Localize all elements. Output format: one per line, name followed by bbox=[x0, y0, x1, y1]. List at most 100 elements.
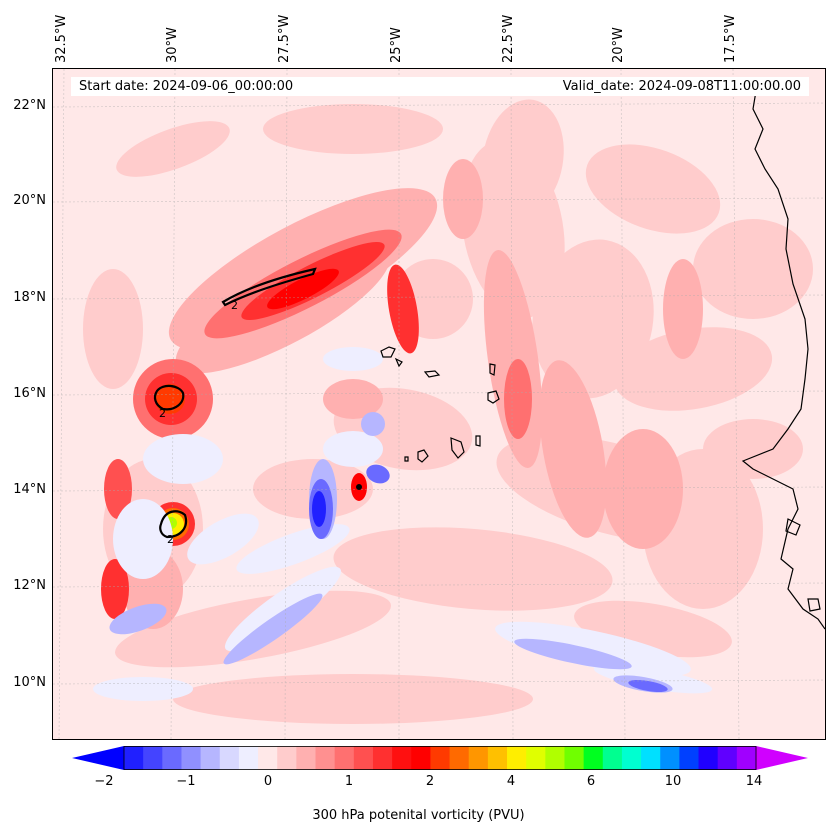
pv-contour-fill bbox=[504, 359, 532, 439]
colorbar-swatch bbox=[392, 746, 412, 770]
island-outline bbox=[423, 370, 441, 378]
contour-labels: 2 2 2 bbox=[159, 299, 238, 546]
colorbar-tick-label: 1 bbox=[344, 774, 354, 789]
colorbar-swatch bbox=[487, 746, 508, 770]
longitude-label: 27.5°W bbox=[277, 14, 292, 63]
colorbar-swatch bbox=[545, 746, 565, 770]
contour-line bbox=[221, 267, 317, 307]
contour-label: 2 bbox=[159, 407, 166, 420]
colorbar-swatch bbox=[698, 746, 719, 770]
pv-contour-fill bbox=[532, 239, 654, 399]
colorbar-swatch bbox=[717, 746, 738, 770]
island-outline bbox=[785, 518, 801, 536]
colorbar-swatch bbox=[372, 746, 393, 770]
colorbar-swatch bbox=[679, 746, 700, 770]
longitude-labels: 32.5°W 30°W 27.5°W 25°W 22.5°W 20°W 17.5°W bbox=[0, 0, 837, 66]
colorbar-swatch bbox=[583, 746, 604, 770]
longitude-label: 17.5°W bbox=[723, 14, 738, 63]
pv-contour-fill bbox=[109, 603, 167, 635]
colorbar-swatch bbox=[258, 746, 278, 770]
coastline bbox=[380, 78, 825, 630]
pv-contour-fill bbox=[93, 677, 193, 701]
latitude-label: 16°N bbox=[13, 386, 46, 401]
date-header: Start date: 2024-09-06_00:00:00 Valid_da… bbox=[71, 77, 809, 96]
meridian bbox=[732, 69, 740, 739]
pv-contour-fill bbox=[224, 566, 342, 652]
island-outline bbox=[417, 449, 429, 463]
colorbar-swatch bbox=[143, 746, 163, 770]
pv-contour-fill bbox=[603, 429, 683, 549]
latitude-label: 20°N bbox=[13, 193, 46, 208]
colorbar-swatch bbox=[660, 746, 680, 770]
latitude-label: 14°N bbox=[13, 482, 46, 497]
colorbar-swatch bbox=[468, 746, 489, 770]
pv-contour-fill bbox=[323, 379, 383, 419]
colorbar-swatch bbox=[162, 746, 182, 770]
island-outline bbox=[404, 456, 409, 462]
pv-map: 2 2 2 Start date: 2024-09-06_00:00:00 Vali… bbox=[52, 68, 826, 740]
pv-contour-fill bbox=[443, 159, 483, 239]
colorbar-tick-label: 2 bbox=[425, 774, 435, 789]
pv-contour-fill bbox=[83, 269, 143, 389]
start-date: Start date: 2024-09-06_00:00:00 bbox=[79, 79, 294, 94]
pv-field bbox=[83, 99, 813, 724]
colorbar-swatch bbox=[296, 746, 317, 770]
colorbar-swatch bbox=[526, 746, 546, 770]
pv-contour-fill bbox=[113, 499, 173, 579]
pv-contour-fill bbox=[387, 264, 419, 354]
pv-contour-fill bbox=[628, 679, 668, 693]
island-outline bbox=[475, 435, 481, 447]
island-outline bbox=[489, 363, 496, 376]
island-outline bbox=[380, 346, 396, 358]
map-canvas: 2 2 2 bbox=[53, 69, 825, 739]
pv-contour-fill bbox=[693, 219, 813, 319]
colorbar-swatch bbox=[124, 746, 144, 770]
parallel bbox=[53, 102, 825, 108]
pv-contour-fill bbox=[366, 464, 390, 484]
island-outline bbox=[487, 390, 500, 404]
pv-contour-fill bbox=[143, 434, 223, 484]
pv-contour-fill bbox=[495, 621, 691, 677]
colorbar-swatch bbox=[200, 746, 221, 770]
pv-contour-fill bbox=[323, 431, 383, 467]
pv-contour-fill bbox=[539, 360, 607, 538]
colorbar-swatch bbox=[449, 746, 470, 770]
colorbar-swatch bbox=[641, 746, 661, 770]
contour-dot bbox=[356, 484, 362, 490]
parallel bbox=[53, 486, 825, 492]
parallel bbox=[53, 294, 825, 300]
pv-contour-fill bbox=[333, 527, 613, 611]
meridian bbox=[170, 69, 176, 739]
graticule bbox=[53, 69, 825, 739]
valid-date: Valid_date: 2024-09-08T11:00:00.00 bbox=[562, 79, 801, 94]
colorbar-swatch bbox=[507, 746, 527, 770]
pv-contour-fill bbox=[187, 513, 259, 565]
meridian bbox=[620, 69, 626, 739]
contour-label: 2 bbox=[231, 299, 238, 312]
latitude-labels: 22°N 20°N 18°N 16°N 14°N 12°N 10°N bbox=[0, 68, 52, 740]
colorbar-swatch bbox=[736, 746, 757, 770]
latitude-label: 10°N bbox=[13, 675, 46, 690]
colorbar-tick-label: 10 bbox=[664, 774, 682, 789]
parallel bbox=[53, 679, 825, 685]
colorbar-swatch bbox=[219, 746, 240, 770]
parallel bbox=[53, 582, 825, 588]
colorbar-label: 300 hPa potenital vorticity (PVU) bbox=[312, 808, 525, 823]
colorbar-tick-label: 0 bbox=[263, 774, 273, 789]
longitude-label: 22.5°W bbox=[501, 14, 516, 63]
colorbar-tick-label: −1 bbox=[176, 774, 196, 789]
island-outline bbox=[807, 598, 821, 612]
pv-contour-fill bbox=[514, 638, 632, 670]
pv-contour-fill bbox=[361, 412, 385, 436]
colorbar-swatch bbox=[430, 746, 451, 770]
island-outline bbox=[394, 357, 403, 368]
colorbar-tick-labels: −2 −1 0 1 2 4 6 10 14 bbox=[0, 774, 837, 794]
pv-contour-fill bbox=[585, 144, 721, 234]
longitude-label: 25°W bbox=[389, 27, 404, 63]
contour-line bbox=[153, 384, 185, 411]
meridian bbox=[58, 69, 65, 739]
colorbar-swatch bbox=[238, 746, 259, 770]
pv-contour-fill bbox=[223, 593, 323, 665]
pv-contour-fill bbox=[703, 419, 803, 479]
parallel bbox=[53, 197, 825, 203]
